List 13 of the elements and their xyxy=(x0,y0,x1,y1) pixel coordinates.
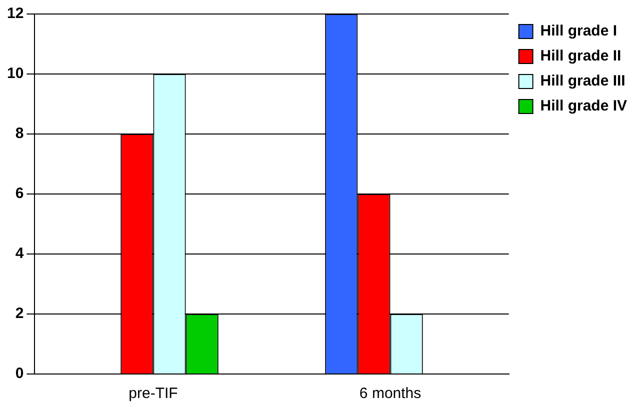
y-tick-label: 2 xyxy=(15,305,24,322)
legend-label: Hill grade I xyxy=(540,22,617,40)
legend-label: Hill grade IV xyxy=(540,98,628,115)
legend-label: Hill grade III xyxy=(540,72,626,90)
y-tick-label: 12 xyxy=(6,5,24,22)
y-tick-label: 8 xyxy=(15,125,24,142)
legend-label: Hill grade II xyxy=(540,48,622,65)
y-tick-label: 0 xyxy=(15,365,24,382)
y-tick-label: 6 xyxy=(15,185,24,202)
x-tick-label: 6 months xyxy=(359,385,422,402)
y-tick-label: 4 xyxy=(15,245,24,262)
y-tick-label: 10 xyxy=(6,65,24,82)
x-tick-label: pre-TIF xyxy=(128,385,178,402)
